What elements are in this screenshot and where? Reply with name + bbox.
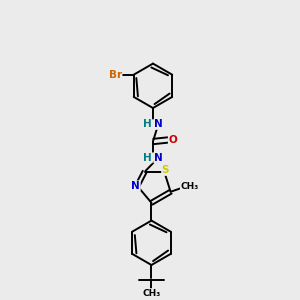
Text: N: N (154, 153, 163, 163)
Text: H: H (143, 153, 152, 163)
Text: H: H (143, 119, 152, 129)
Text: S: S (162, 165, 169, 175)
Text: N: N (131, 181, 140, 191)
Text: N: N (154, 119, 163, 129)
Text: O: O (168, 135, 177, 145)
Text: CH₃: CH₃ (142, 289, 160, 298)
Text: CH₃: CH₃ (180, 182, 199, 191)
Text: Br: Br (109, 70, 122, 80)
